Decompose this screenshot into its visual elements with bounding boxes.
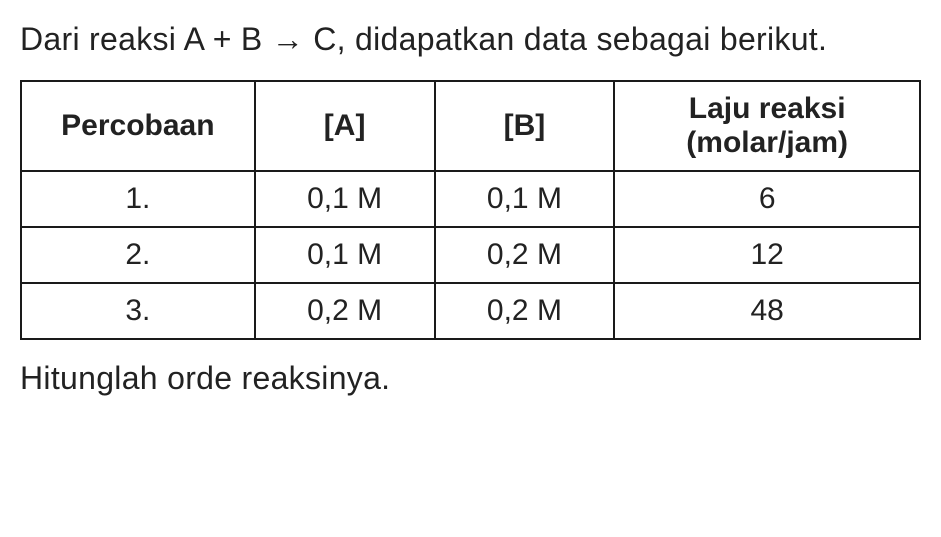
rate-header-line2: (molar/jam) [621,126,913,160]
cell-A: 0,1 M [255,227,435,283]
cell-rate: 6 [614,171,920,227]
problem-question: Hitunglah orde reaksinya. [20,360,921,397]
data-table: Percobaan [A] [B] Laju reaksi (molar/jam… [20,80,921,340]
problem-intro: Dari reaksi A + B → C, didapatkan data s… [20,16,921,62]
cell-B: 0,2 M [435,283,615,339]
col-header-A: [A] [255,81,435,171]
intro-suffix: , didapatkan data sebagai berikut. [337,21,828,57]
col-header-B: [B] [435,81,615,171]
cell-B: 0,2 M [435,227,615,283]
cell-percobaan: 1. [21,171,255,227]
table-row: 1. 0,1 M 0,1 M 6 [21,171,920,227]
col-header-percobaan: Percobaan [21,81,255,171]
table-header-row: Percobaan [A] [B] Laju reaksi (molar/jam… [21,81,920,171]
cell-A: 0,2 M [255,283,435,339]
col-header-rate: Laju reaksi (molar/jam) [614,81,920,171]
cell-rate: 48 [614,283,920,339]
rate-header-line1: Laju reaksi [621,92,913,126]
cell-A: 0,1 M [255,171,435,227]
cell-rate: 12 [614,227,920,283]
table-row: 2. 0,1 M 0,2 M 12 [21,227,920,283]
cell-percobaan: 2. [21,227,255,283]
reaction-expression: A + B → C [184,21,337,57]
cell-percobaan: 3. [21,283,255,339]
table-row: 3. 0,2 M 0,2 M 48 [21,283,920,339]
cell-B: 0,1 M [435,171,615,227]
intro-prefix: Dari reaksi [20,21,184,57]
